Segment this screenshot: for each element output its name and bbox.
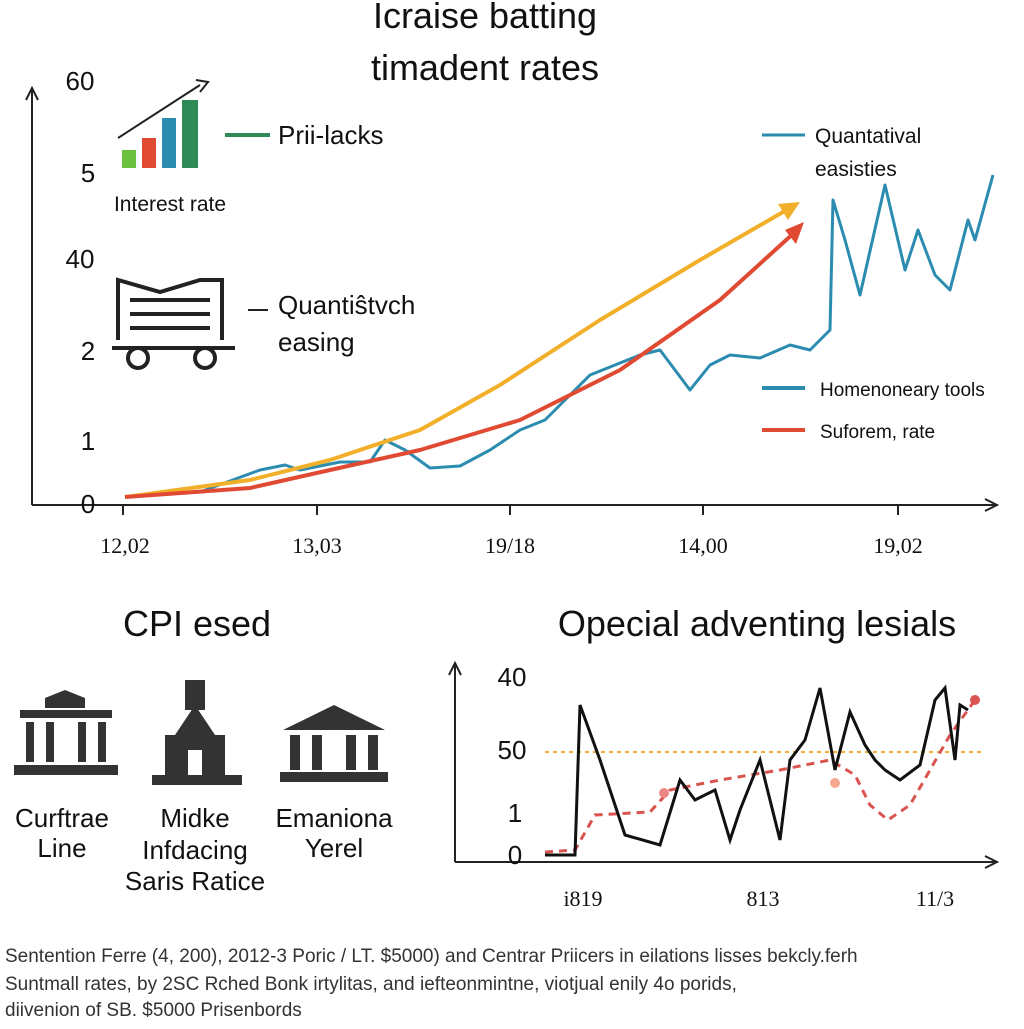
legend-label: Quantatival <box>815 125 921 148</box>
x-label: 12,02 <box>100 533 150 558</box>
building-icons <box>14 680 388 785</box>
bottom-lines <box>544 684 985 857</box>
x-label: i819 <box>563 886 602 911</box>
icon-label: Midke <box>160 803 229 833</box>
icon-label: Infdacing <box>142 835 248 865</box>
icon-label: Yerel <box>305 833 363 863</box>
y-label: 50 <box>498 735 527 765</box>
icon-label: Line <box>37 833 86 863</box>
y-label: 60 <box>66 66 95 96</box>
caption: Interest rate <box>114 193 226 216</box>
icon-label: Emaniona <box>275 803 393 833</box>
y-label: 1 <box>508 798 522 828</box>
y-label: 40 <box>498 662 527 692</box>
footer-line: Sentention Ferre (4, 200), 2012-3 Poric … <box>5 946 858 967</box>
x-label: 813 <box>747 886 780 911</box>
legend-label: easisties <box>815 158 897 181</box>
y-label: 5 <box>81 158 95 188</box>
x-label: 13,03 <box>292 533 342 558</box>
footer-line: Suntmall rates, by 2SC Rched Bonk irtyli… <box>5 974 737 995</box>
title-line: timadent rates <box>371 47 599 88</box>
y-label: 0 <box>508 840 522 870</box>
x-label: 19,02 <box>873 533 923 558</box>
legend-label: Quantiŝtvch <box>278 290 415 320</box>
icon-label: Curftrae <box>15 803 109 833</box>
footer-line: diivenion of SB. $5000 Prisenbords <box>5 1000 302 1021</box>
y-label: 2 <box>81 336 95 366</box>
x-label: 14,00 <box>678 533 728 558</box>
bottom-axes <box>448 660 1000 869</box>
y-label: 0 <box>81 489 95 519</box>
top-axes <box>25 85 1000 515</box>
x-label: 19/18 <box>485 533 535 558</box>
title-line: Icraise batting <box>373 0 597 36</box>
section-title: CPI esed <box>123 603 271 644</box>
icon-label: Saris Ratice <box>125 866 265 896</box>
x-label: 11/3 <box>916 886 954 911</box>
legend-label: Suforem, rate <box>820 422 935 443</box>
y-label: 40 <box>66 244 95 274</box>
legend-label: easing <box>278 327 355 357</box>
top-lines <box>124 174 995 499</box>
bar-icon <box>117 79 270 168</box>
legend-label: Prii-lacks <box>278 120 383 150</box>
y-label: 1 <box>81 426 95 456</box>
section-title: Opecial adventing lesials <box>558 603 956 644</box>
legend-label: Homenoneary tools <box>820 380 985 401</box>
truck-icon <box>112 277 268 370</box>
